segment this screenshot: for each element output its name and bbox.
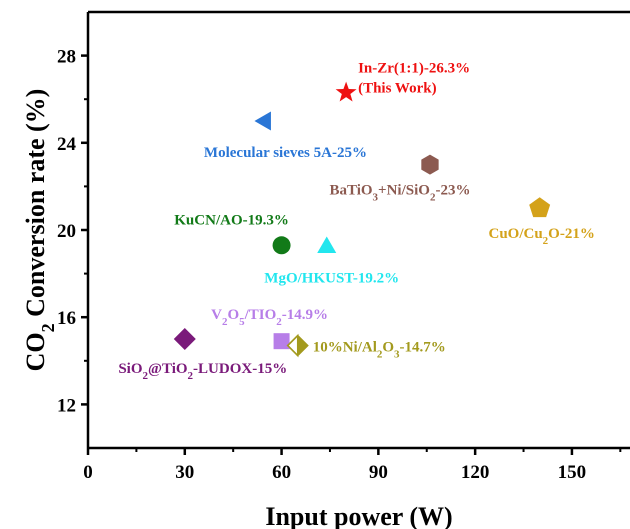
label-text: (This Work) — [358, 81, 437, 97]
data-point-mgo — [317, 236, 337, 253]
label-text: KuCN/AO-19.3% — [174, 212, 289, 228]
x-tick-label: 0 — [83, 462, 93, 483]
y-tick-label: 20 — [57, 221, 76, 242]
label-text: 10%Ni/Al — [313, 340, 377, 356]
label-subscript: 2 — [377, 349, 383, 361]
label-subscript: 2 — [430, 192, 436, 204]
point-label-kucn: KuCN/AO-19.3% — [174, 212, 289, 228]
data-point-molecular-sieves — [254, 111, 271, 131]
label-text: MgO/HKUST-19.2% — [264, 270, 399, 286]
data-point-v2o5 — [273, 333, 290, 350]
y-axis-title-part: Conversion rate (%) — [21, 89, 50, 324]
x-axis-title: Input power (W) — [265, 502, 452, 529]
label-text: /TIO — [244, 307, 277, 323]
y-tick-label: 12 — [57, 395, 76, 416]
label-subscript: 5 — [239, 316, 245, 328]
data-point-sio2 — [173, 328, 196, 350]
label-subscript: 2 — [188, 370, 194, 382]
x-tick-label: 30 — [175, 462, 194, 483]
y-tick-label: 24 — [57, 134, 77, 155]
label-text: +Ni/SiO — [378, 183, 430, 199]
label-text: SiO — [118, 361, 142, 377]
label-subscript: 2 — [276, 316, 282, 328]
label-subscript: 2 — [143, 370, 149, 382]
y-axis-title-subscript: 2 — [38, 323, 58, 332]
data-point-ni-al2o3 — [286, 333, 309, 358]
label-text: -14.7% — [400, 340, 446, 356]
x-tick-label: 150 — [558, 462, 587, 483]
label-subscript: 2 — [543, 235, 549, 247]
point-label-mgo: MgO/HKUST-19.2% — [264, 270, 399, 286]
label-text: O — [382, 340, 394, 356]
label-subscript: 3 — [394, 349, 400, 361]
data-point-kucn — [272, 236, 291, 255]
x-tick-label: 60 — [272, 462, 291, 483]
point-label-sio2: SiO2@TiO2-LUDOX-15% — [118, 361, 287, 382]
label-text: O-21% — [548, 226, 595, 242]
y-axis-title-part: CO — [21, 332, 50, 371]
label-text: Molecular sieves 5A-25% — [204, 145, 367, 161]
point-label-molecular-sieves: Molecular sieves 5A-25% — [204, 145, 367, 161]
label-text: BaTiO — [329, 183, 372, 199]
label-text: @TiO — [148, 361, 188, 377]
x-tick-label: 120 — [461, 462, 490, 483]
point-label-v2o5: V2O5/TIO2-14.9% — [211, 307, 328, 328]
point-label-batio3: BaTiO3+Ni/SiO2-23% — [329, 183, 470, 204]
y-tick-label: 28 — [57, 47, 76, 68]
point-label-in-zr: In-Zr(1:1)-26.3% — [358, 61, 470, 77]
label-text: -LUDOX-15% — [193, 361, 287, 377]
label-text: V — [211, 307, 222, 323]
label-text: CuO/Cu — [488, 226, 542, 242]
label-text: -14.9% — [282, 307, 328, 323]
label-text: In-Zr(1:1)-26.3% — [358, 61, 470, 77]
point-label-ni-al2o3: 10%Ni/Al2O3-14.7% — [313, 340, 446, 361]
y-axis-title: CO2 Conversion rate (%) — [21, 89, 58, 372]
data-points — [173, 81, 551, 358]
data-point-batio3 — [421, 154, 439, 175]
label-text: -23% — [435, 183, 470, 199]
x-tick-label: 90 — [369, 462, 388, 483]
label-text: O — [227, 307, 239, 323]
data-point-in-zr — [335, 81, 357, 102]
point-label-in-zr: (This Work) — [358, 81, 437, 97]
data-point-cuo — [529, 197, 551, 218]
y-tick-label: 16 — [57, 308, 76, 329]
label-subscript: 2 — [222, 316, 228, 328]
axis-ticks: 0 30 60 90 120 150 12 16 20 24 28 — [57, 47, 622, 483]
label-subscript: 3 — [373, 192, 379, 204]
point-label-cuo: CuO/Cu2O-21% — [488, 226, 594, 247]
point-labels: In-Zr(1:1)-26.3% (This Work) Molecular sie… — [118, 61, 595, 382]
